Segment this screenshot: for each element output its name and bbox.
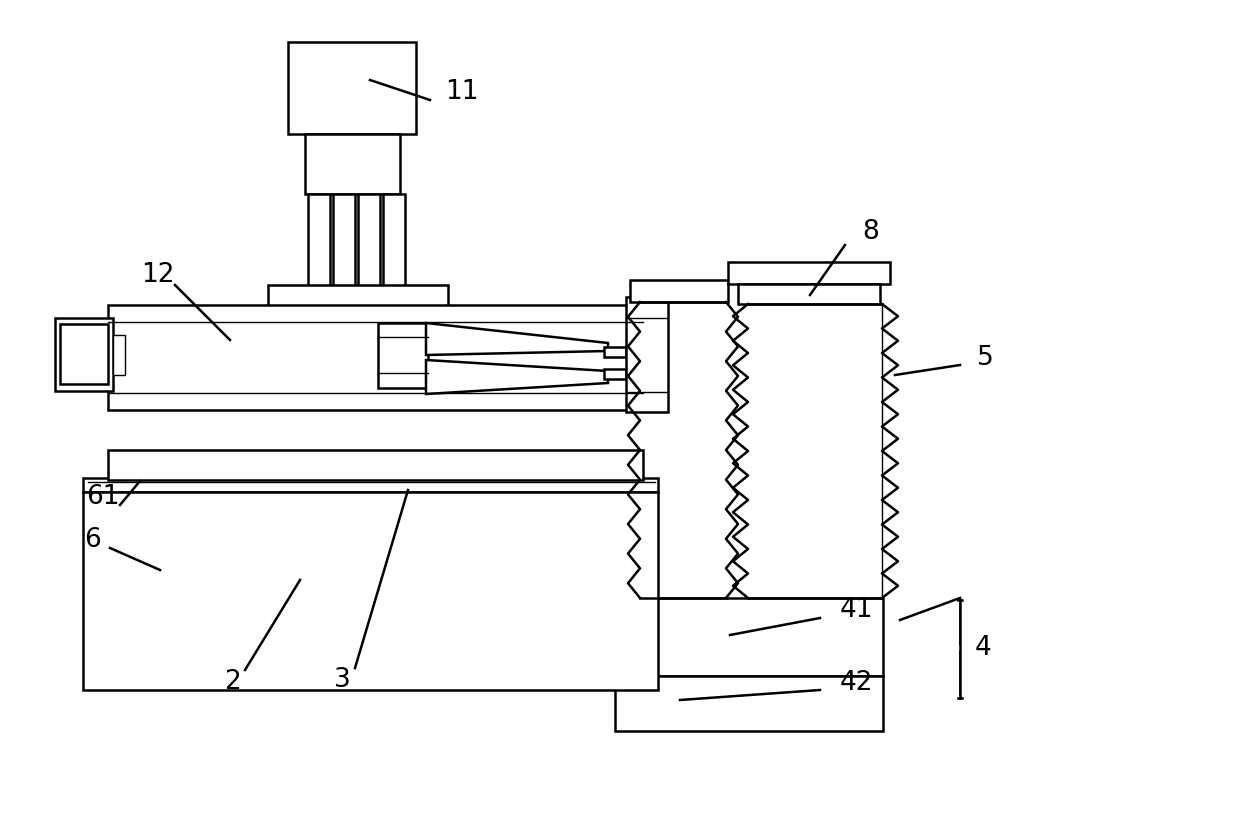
Text: 6: 6	[83, 527, 100, 553]
Bar	[308, 194, 330, 289]
Bar	[383, 194, 405, 289]
Bar	[728, 262, 890, 284]
Text: 41: 41	[839, 597, 873, 623]
Bar	[615, 676, 883, 731]
Bar	[630, 280, 728, 302]
Text: 12: 12	[141, 262, 175, 288]
Text: 42: 42	[839, 670, 873, 696]
Bar	[738, 284, 880, 304]
Polygon shape	[427, 360, 608, 394]
Bar	[358, 194, 379, 289]
Bar	[83, 492, 658, 690]
Text: 8: 8	[862, 219, 879, 245]
Bar	[108, 305, 644, 410]
Bar	[604, 347, 626, 357]
Text: 4: 4	[975, 635, 992, 661]
Bar	[108, 450, 644, 480]
Bar	[334, 194, 355, 289]
Text: 61: 61	[87, 484, 120, 510]
Bar	[60, 324, 108, 384]
Bar	[288, 42, 415, 134]
Text: 11: 11	[445, 79, 479, 105]
Text: 2: 2	[223, 669, 241, 695]
Text: 5: 5	[977, 345, 993, 371]
Bar	[83, 478, 658, 492]
Bar	[268, 285, 448, 310]
Bar	[649, 598, 883, 676]
Text: 3: 3	[334, 667, 351, 693]
Bar	[113, 335, 125, 375]
Bar	[604, 369, 626, 379]
Bar	[55, 318, 113, 391]
Bar	[378, 323, 428, 388]
Bar	[626, 297, 668, 412]
Polygon shape	[427, 323, 608, 355]
Bar	[305, 134, 401, 194]
